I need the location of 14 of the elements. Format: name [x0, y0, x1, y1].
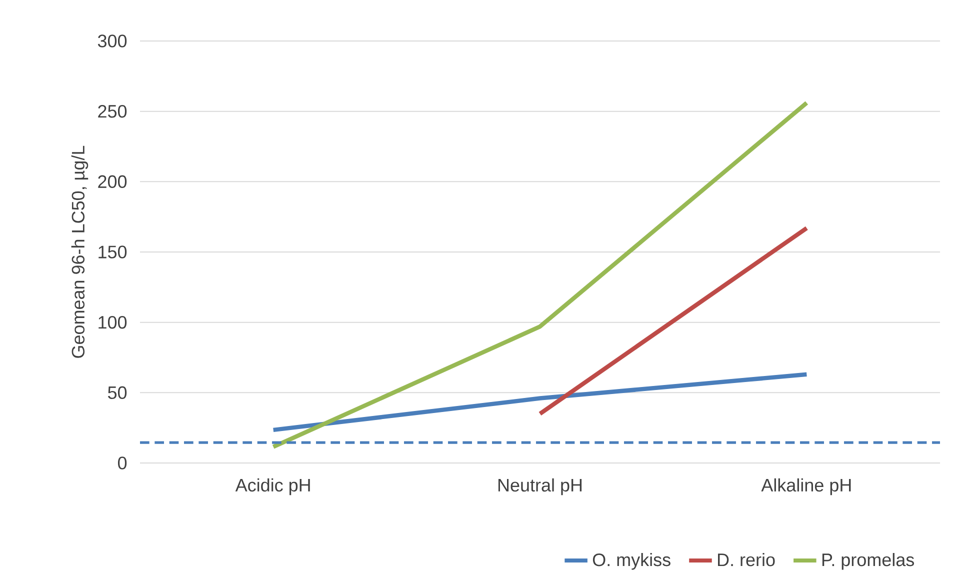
x-tick-label: Acidic pH — [235, 478, 310, 496]
x-tick-label: Neutral pH — [498, 478, 582, 496]
y-tick-label: 200 — [98, 175, 127, 188]
y-tick-label: 150 — [98, 246, 127, 258]
y-tick-label: 300 — [98, 34, 127, 48]
y-tick-label: 100 — [98, 316, 127, 329]
y-tick-label: 50 — [108, 386, 127, 400]
y-tick-label: 250 — [98, 104, 127, 118]
y-axis-title: Geomean 96-h LC50, µg/L — [71, 146, 88, 358]
legend-label: O. mykiss — [592, 552, 670, 570]
legend-label: P. promelas — [822, 552, 914, 570]
x-tick-label: Alkaline pH — [761, 478, 851, 496]
legend-label: D. rerio — [718, 552, 775, 566]
y-tick-label: 0 — [118, 456, 127, 470]
